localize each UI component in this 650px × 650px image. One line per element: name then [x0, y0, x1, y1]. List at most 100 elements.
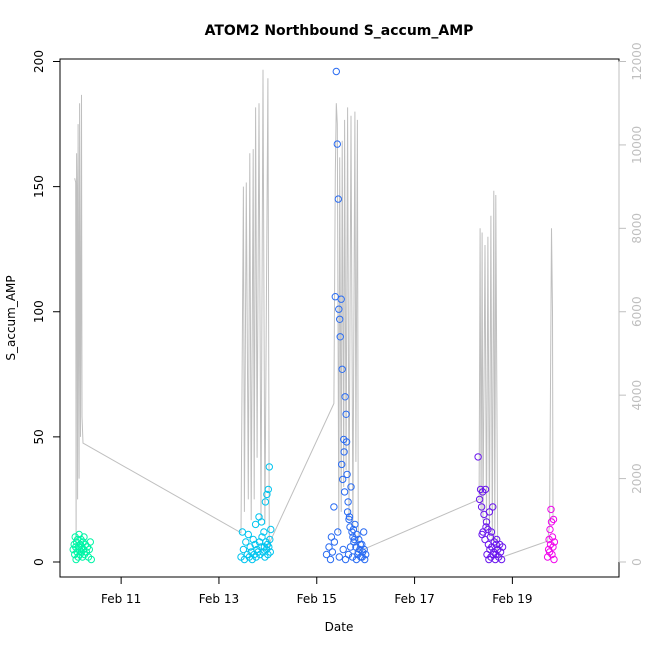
data-point: [548, 533, 557, 541]
x-tick-label: Feb 17: [394, 592, 434, 606]
data-point: [343, 470, 351, 479]
data-point: [340, 448, 348, 456]
data-point: [266, 535, 274, 544]
data-point: [360, 545, 368, 554]
data-point: [498, 543, 507, 551]
data-point: [244, 530, 253, 539]
y-tick-label: 0: [32, 558, 46, 566]
data-point: [476, 485, 485, 494]
data-point: [349, 525, 358, 534]
data-point: [257, 518, 266, 526]
x-axis: Feb 11 Feb 13 Feb 15 Feb 17 Feb 19: [101, 576, 533, 606]
y2-tick-label: 6000: [630, 296, 644, 327]
data-point: [550, 555, 558, 564]
data-point: [356, 540, 364, 549]
data-point: [85, 545, 94, 554]
data-point: [261, 498, 270, 506]
data-point: [330, 538, 339, 546]
data-point: [338, 460, 346, 469]
y2-tick-label: 12000: [630, 42, 644, 80]
data-point: [263, 490, 271, 499]
chart-title: ATOM2 Northbound S_accum_AMP: [205, 23, 474, 39]
data-point: [334, 528, 342, 536]
x-tick-label: Feb 19: [492, 592, 532, 606]
data-point: [489, 550, 497, 559]
data-point: [546, 525, 554, 534]
data-point: [350, 535, 359, 544]
right-axis-line-layer: [74, 69, 554, 559]
y2-tick-label: 4000: [630, 380, 644, 411]
data-point: [361, 555, 369, 564]
data-point: [475, 495, 484, 504]
y2-tick-label: 8000: [630, 213, 644, 244]
data-point: [348, 553, 357, 561]
data-point: [72, 555, 80, 564]
data-point: [339, 545, 347, 554]
data-point: [549, 515, 558, 524]
data-point: [252, 553, 260, 561]
data-point: [351, 520, 359, 529]
data-point: [547, 505, 555, 514]
data-point: [492, 540, 500, 549]
data-point: [337, 295, 345, 303]
data-point: [481, 485, 490, 494]
right-axis-series-line: [74, 69, 554, 559]
data-point: [335, 305, 343, 313]
data-point: [489, 503, 497, 511]
data-point: [87, 555, 96, 564]
data-point: [330, 503, 338, 511]
data-point: [336, 315, 344, 323]
x-axis-label: Date: [325, 620, 354, 634]
data-point: [346, 543, 355, 551]
data-point: [344, 550, 353, 559]
data-point: [79, 538, 87, 546]
points-layer: [69, 67, 559, 564]
y-axis-label: S_accum_AMP: [4, 275, 18, 360]
y2-axis: 0 2000 4000 6000 8000 10000 12000: [618, 42, 644, 566]
data-point: [474, 453, 482, 461]
data-point: [343, 508, 352, 516]
data-point: [264, 550, 272, 559]
y-tick-label: 100: [32, 300, 46, 323]
y-axis: 0 50 100 150 200: [32, 50, 61, 566]
data-point: [496, 548, 505, 556]
data-point: [262, 545, 271, 554]
data-point: [485, 508, 494, 516]
y2-tick-label: 0: [630, 558, 644, 566]
data-point: [543, 553, 552, 561]
y2-tick-label: 2000: [630, 463, 644, 494]
data-point: [332, 67, 340, 76]
data-point: [249, 535, 257, 544]
data-point: [548, 550, 556, 559]
y-tick-label: 200: [32, 50, 46, 73]
data-point: [266, 548, 274, 556]
data-point: [333, 140, 341, 148]
data-point: [347, 483, 355, 491]
data-point: [265, 543, 273, 551]
data-point: [344, 498, 352, 506]
data-point: [341, 393, 349, 401]
data-point: [267, 525, 275, 534]
data-point: [478, 530, 486, 539]
data-point: [78, 553, 87, 561]
x-tick-label: Feb 13: [199, 592, 239, 606]
data-point: [477, 503, 486, 511]
data-point: [358, 553, 366, 561]
data-point: [248, 555, 256, 564]
data-point: [338, 365, 346, 373]
data-point: [80, 533, 88, 541]
data-point: [550, 538, 559, 546]
data-point: [342, 410, 350, 418]
y-tick-label: 50: [32, 429, 46, 444]
data-point: [497, 555, 506, 564]
data-point: [345, 513, 354, 521]
data-point: [360, 528, 368, 536]
data-point: [340, 488, 349, 496]
data-point: [258, 533, 266, 541]
data-point: [546, 540, 555, 549]
data-point: [334, 195, 342, 203]
data-point: [260, 528, 268, 536]
data-point: [86, 538, 95, 546]
data-point: [328, 548, 337, 556]
